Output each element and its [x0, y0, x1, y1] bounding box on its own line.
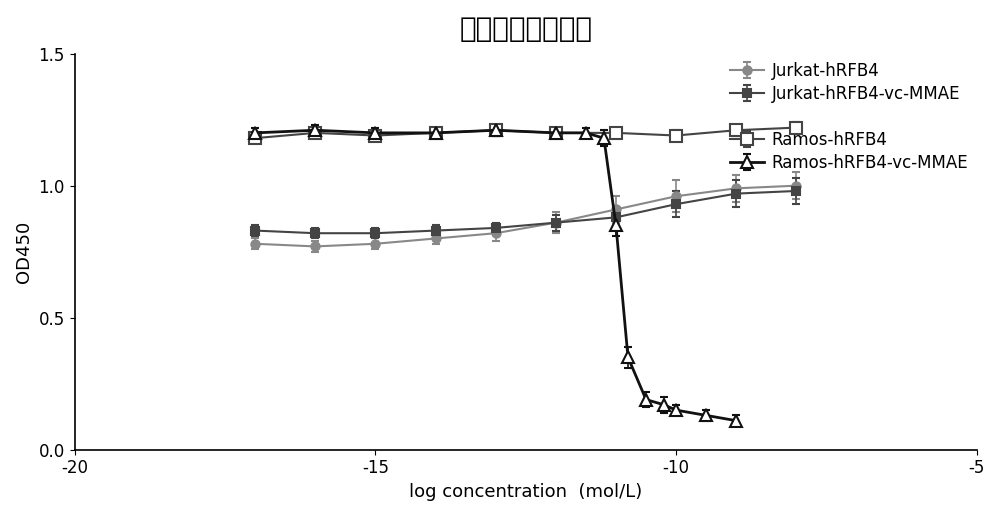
- Legend: Jurkat-hRFB4, Jurkat-hRFB4-vc-MMAE, , Ramos-hRFB4, Ramos-hRFB4-vc-MMAE: Jurkat-hRFB4, Jurkat-hRFB4-vc-MMAE, , Ra…: [730, 62, 968, 172]
- X-axis label: log concentration  (mol/L): log concentration (mol/L): [409, 483, 642, 501]
- Y-axis label: OD450: OD450: [15, 220, 33, 283]
- Title: 增殖抑制效应检测: 增殖抑制效应检测: [459, 15, 592, 43]
